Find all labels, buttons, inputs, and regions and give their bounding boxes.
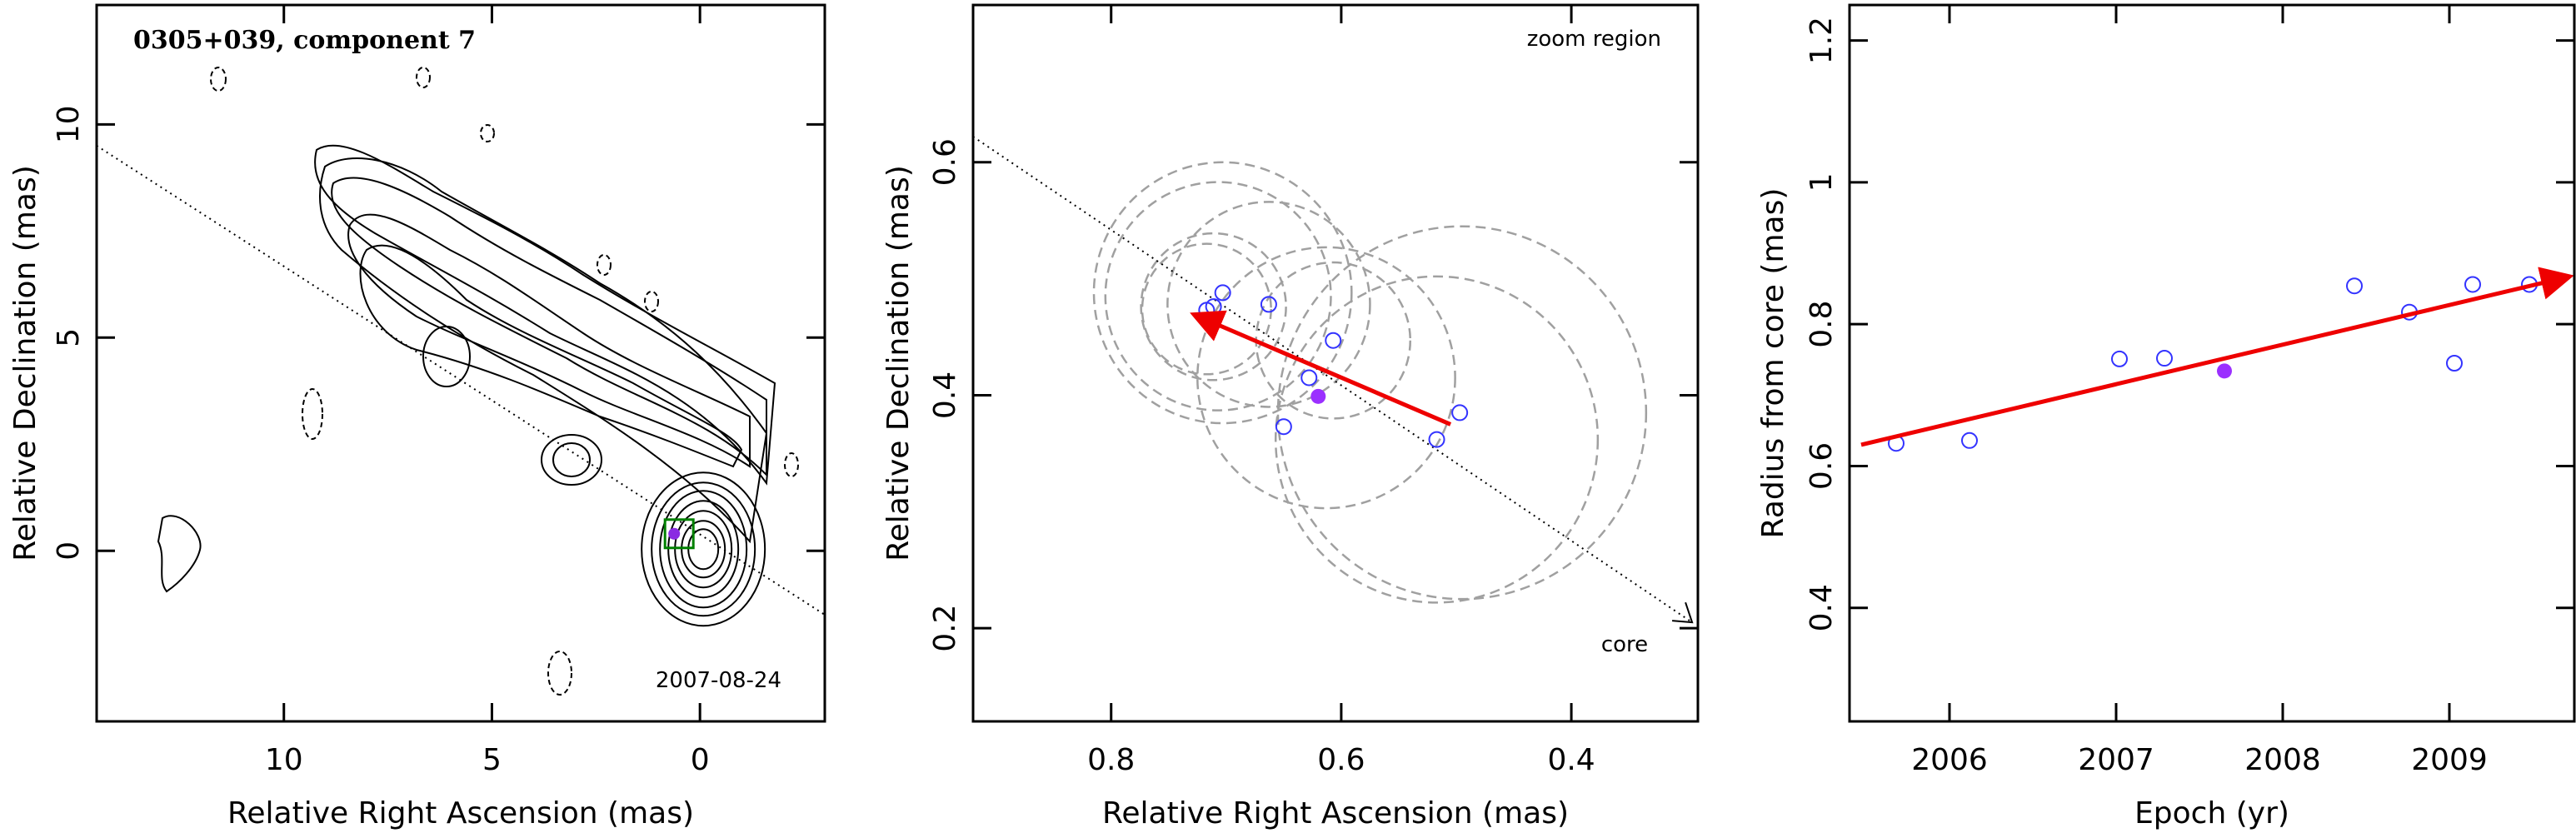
p1-knot-contour <box>552 442 591 477</box>
p3-xtick-label: 2008 <box>2244 743 2321 777</box>
p1-xtick-label: 0 <box>691 743 710 777</box>
p3-plot-area <box>1860 267 2574 452</box>
p2-error-circle <box>1092 161 1353 425</box>
p3-ytick-label: 0.4 <box>1805 584 1839 631</box>
p1-core-contour <box>651 481 756 617</box>
p2-error-circle <box>1141 242 1272 376</box>
p2-error-circle <box>1104 181 1332 412</box>
p1-epoch-label: 2007-08-24 <box>656 668 781 693</box>
p1-jet-contour <box>347 213 751 468</box>
p2-core-annotation: core <box>1601 632 1648 657</box>
p1-negative-contour <box>597 254 612 276</box>
p2-xtick-label: 0.6 <box>1317 743 1365 777</box>
p3-ytick-label: 0.8 <box>1805 301 1839 348</box>
p2-frame <box>971 3 1700 723</box>
p2-ytick-label: 0.2 <box>928 604 962 651</box>
p3-data-point <box>2464 276 2481 293</box>
p3-data-point <box>2156 350 2173 367</box>
p2-data-point <box>1325 332 1342 349</box>
p2-core-arrowhead <box>1672 601 1694 624</box>
p3-data-point <box>2446 355 2463 372</box>
p2-ylabel: Relative Declination (mas) <box>881 165 916 561</box>
p3-xtick-label: 2006 <box>1911 743 1988 777</box>
p1-knot-contour <box>541 434 602 486</box>
p1-core-contour <box>659 490 748 609</box>
p1-negative-contour <box>480 124 495 142</box>
p1-negative-contour <box>784 452 799 477</box>
p2-error-circle <box>1276 225 1648 601</box>
p1-blob-contour <box>157 515 202 593</box>
p2-xtick-label: 0.4 <box>1547 743 1595 777</box>
p1-jet-contour <box>319 157 768 544</box>
p3-highlight-point <box>2217 363 2232 379</box>
p1-jet-contour <box>331 177 767 477</box>
p2-plot-area <box>973 136 1694 624</box>
p1-negative-contour <box>416 67 431 88</box>
p2-data-point <box>1451 404 1469 421</box>
p3-xtick-label: 2007 <box>2078 743 2154 777</box>
p3-ytick-label: 1.2 <box>1805 17 1839 64</box>
p3-xtick-label: 2009 <box>2411 743 2488 777</box>
p1-title: 0305+039, component 7 <box>133 26 476 55</box>
p2-data-point <box>1300 369 1318 387</box>
p2-data-point <box>1428 431 1445 448</box>
p2-zoom-annotation: zoom region <box>1527 27 1661 52</box>
p2-error-circle <box>1196 246 1456 510</box>
p3-fit-line <box>1860 267 2574 447</box>
p3-xlabel: Epoch (yr) <box>2134 796 2289 831</box>
p1-contours <box>97 67 825 696</box>
p2-error-circle <box>1166 201 1371 408</box>
p2-highlight-point <box>1310 388 1326 404</box>
p3-data-point <box>1961 431 1978 449</box>
p3-ytick-label: 0.6 <box>1805 442 1839 490</box>
p3-data-point <box>2346 277 2363 295</box>
p1-negative-contour <box>644 291 659 312</box>
p2-xtick-label: 0.8 <box>1087 743 1135 777</box>
p1-knot-contour <box>422 326 471 387</box>
p2-ytick-label: 0.6 <box>928 138 962 186</box>
p1-xtick-label: 5 <box>482 743 502 777</box>
p1-negative-contour <box>302 388 323 440</box>
p2-data-point <box>1260 296 1277 313</box>
p2-data-point <box>1214 284 1231 302</box>
p1-xlabel: Relative Right Ascension (mas) <box>227 796 694 831</box>
p3-ylabel: Radius from core (mas) <box>1756 188 1790 539</box>
p1-negative-contour <box>547 651 572 696</box>
p1-negative-contour <box>210 67 227 92</box>
p1-ytick-label: 5 <box>52 328 86 347</box>
p1-xtick-label: 10 <box>265 743 303 777</box>
panel-zoom-region: 0.8 0.6 0.4 0.2 0.4 0.6 zoom region core Rela… <box>881 3 1700 831</box>
p2-jet-axis-line <box>973 136 1693 623</box>
p1-jet-contour <box>314 144 776 486</box>
p3-ytick-label: 1 <box>1805 172 1839 192</box>
p1-core-contour <box>641 471 766 627</box>
p3-data-point <box>2111 350 2128 367</box>
p2-error-circle <box>1274 275 1600 604</box>
p1-component-box <box>663 518 695 550</box>
p1-ytick-label: 0 <box>52 541 86 561</box>
p2-error-circle <box>1140 232 1287 382</box>
p2-motion-vector <box>1190 310 1452 426</box>
p1-ytick-label: 10 <box>52 105 86 143</box>
p2-xlabel: Relative Right Ascension (mas) <box>1102 796 1569 831</box>
p1-ylabel: Relative Declination (mas) <box>8 165 42 561</box>
p1-component-marker <box>668 527 681 540</box>
p3-frame <box>1848 3 2576 723</box>
p1-frame <box>95 3 826 723</box>
p2-ytick-label: 0.4 <box>928 372 962 419</box>
panel-contour-map: 10 5 0 0 5 10 0305+039, component 7 2007-08-2… <box>8 3 826 831</box>
p2-data-point <box>1275 418 1292 436</box>
panel-radius-vs-epoch: 2006 2007 2008 2009 0.4 0.6 0.8 1 1.2 Epoch (yr)… <box>1756 3 2576 831</box>
